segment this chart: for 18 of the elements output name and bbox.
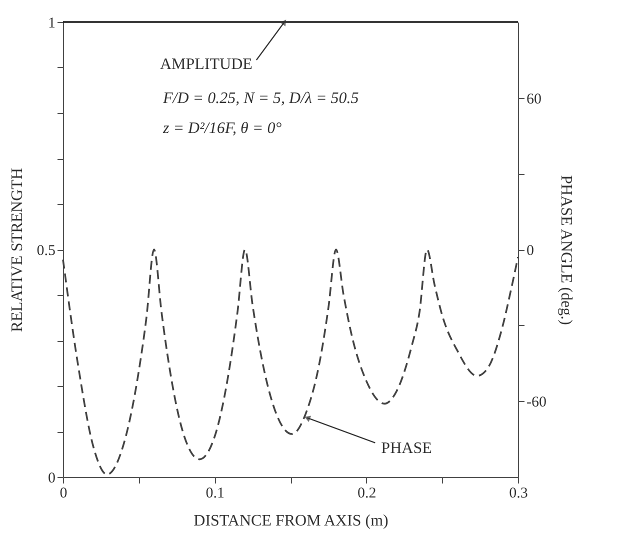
x-tick-label: 0.3: [509, 486, 528, 502]
annotation: PHASE: [381, 440, 432, 457]
y2-tick-label: 0: [526, 243, 534, 259]
y2-tick-label: 60: [526, 91, 542, 108]
line-series: [62, 248, 519, 476]
annotation: z = D²/16F, θ = 0°: [162, 120, 282, 137]
y-tick-label: 0: [48, 470, 56, 486]
y-tick-label: 1: [48, 16, 56, 32]
x-tick-label: 0.2: [357, 486, 376, 502]
y-axis-title: RELATIVE STRENGTH: [8, 168, 26, 332]
x-axis-title: DISTANCE FROM AXIS (m): [194, 512, 388, 530]
y-tick-label: 0.5: [36, 243, 56, 259]
y2-axis-title: PHASE ANGLE (deg.): [557, 175, 574, 325]
annotation: F/D = 0.25, N = 5, D/λ = 50.5: [162, 90, 359, 107]
annotation: AMPLITUDE: [160, 56, 252, 73]
x-tick-label: 0: [60, 486, 68, 502]
x-tick-label: 0.1: [206, 486, 225, 502]
y2-tick-label: -60: [526, 394, 546, 411]
